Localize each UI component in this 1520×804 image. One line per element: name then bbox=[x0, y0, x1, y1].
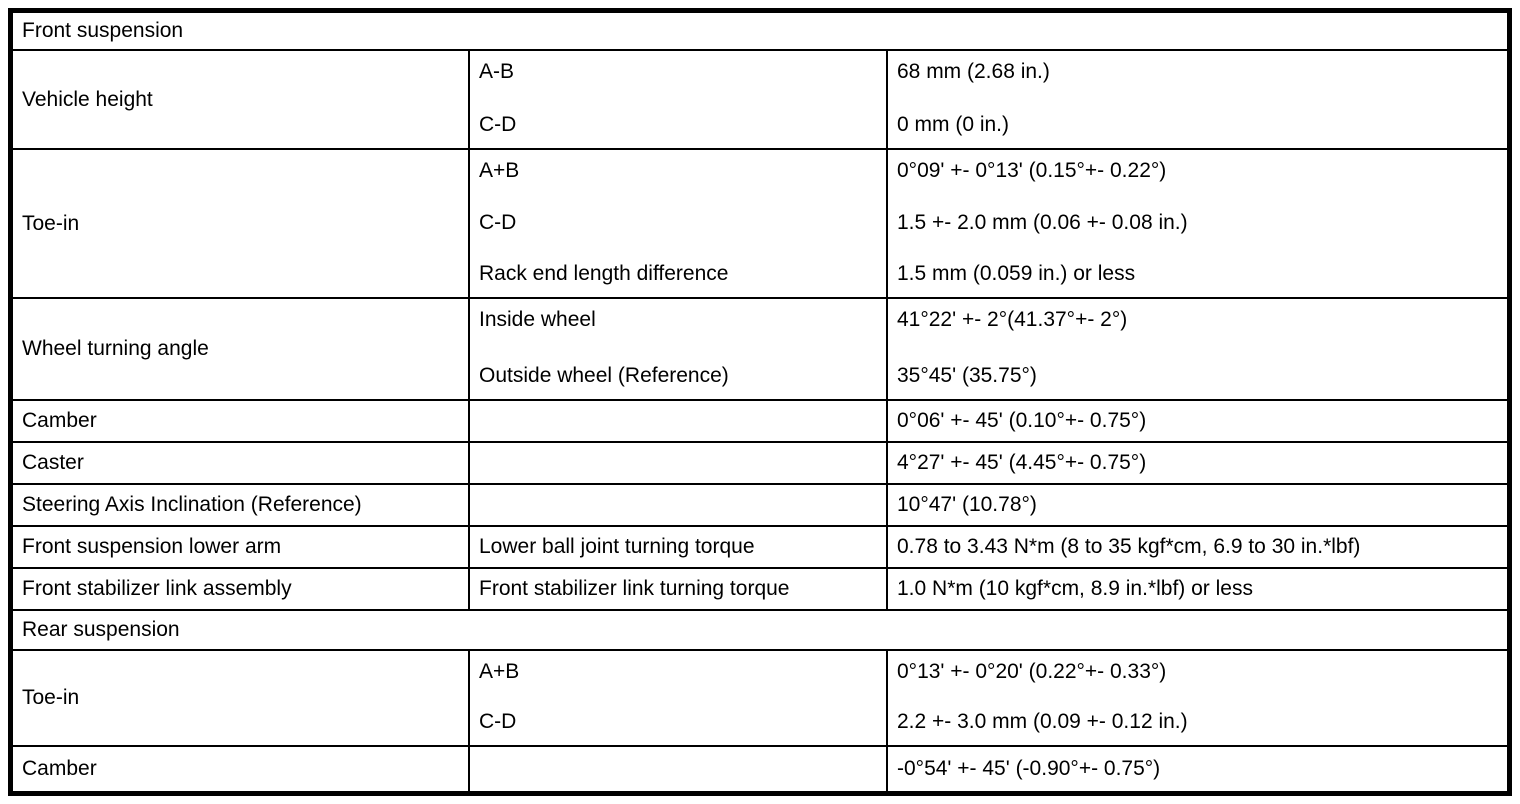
spec-sub-cell-empty bbox=[468, 401, 886, 441]
spec-item-cell: Front stabilizer link assembly bbox=[13, 569, 468, 609]
spec-value: 2.2 +- 3.0 mm (0.09 +- 0.12 in.) bbox=[897, 710, 1188, 733]
spec-item-label: Toe-in bbox=[22, 686, 80, 709]
spec-value-cell: 41°22' +- 2°(41.37°+- 2°) 35°45' (35.75°… bbox=[886, 299, 1507, 399]
section-header-row-rear: Rear suspension bbox=[13, 609, 1507, 649]
section-title-front: Front suspension bbox=[22, 19, 184, 42]
spec-item-label: Toe-in bbox=[22, 211, 80, 235]
section-header-row-front: Front suspension bbox=[13, 13, 1507, 49]
spec-value-cell: 0.78 to 3.43 N*m (8 to 35 kgf*cm, 6.9 to… bbox=[886, 527, 1507, 567]
section-title-rear: Rear suspension bbox=[22, 618, 180, 641]
spec-sub-label: C-D bbox=[479, 113, 517, 136]
spec-item-cell: Toe-in bbox=[13, 651, 468, 745]
spec-value: 35°45' (35.75°) bbox=[897, 364, 1037, 387]
spec-sub-cell: Lower ball joint turning torque bbox=[468, 527, 886, 567]
spec-item-label: Camber bbox=[22, 757, 97, 780]
spec-item-label: Steering Axis Inclination (Reference) bbox=[22, 493, 362, 516]
table-row-toe-in-front: Toe-in A+B C-D Rack end length differenc… bbox=[13, 148, 1507, 297]
spec-sub-cell: A+B C-D Rack end length difference bbox=[468, 150, 886, 297]
spec-sub-cell: Front stabilizer link turning torque bbox=[468, 569, 886, 609]
spec-value: 0°06' +- 45' (0.10°+- 0.75°) bbox=[897, 409, 1147, 432]
spec-sub-label: C-D bbox=[479, 710, 517, 733]
spec-value: -0°54' +- 45' (-0.90°+- 0.75°) bbox=[897, 757, 1161, 780]
spec-value: 0.78 to 3.43 N*m (8 to 35 kgf*cm, 6.9 to… bbox=[897, 535, 1361, 558]
spec-sub-label: Lower ball joint turning torque bbox=[479, 535, 755, 558]
spec-value: 1.5 +- 2.0 mm (0.06 +- 0.08 in.) bbox=[897, 210, 1188, 234]
spec-value: 0°09' +- 0°13' (0.15°+- 0.22°) bbox=[897, 159, 1167, 182]
spec-value-cell: 68 mm (2.68 in.) 0 mm (0 in.) bbox=[886, 51, 1507, 148]
spec-sub-label: A+B bbox=[479, 159, 520, 182]
spec-sub-label: A-B bbox=[479, 60, 515, 83]
spec-item-cell: Camber bbox=[13, 747, 468, 791]
table-row-toe-in-rear: Toe-in A+B C-D 0°13' +- 0°20' (0.22°+- 0… bbox=[13, 649, 1507, 745]
suspension-specifications-table: Front suspension Vehicle height A-B C-D … bbox=[8, 8, 1512, 796]
spec-value: 1.0 N*m (10 kgf*cm, 8.9 in.*lbf) or less bbox=[897, 577, 1253, 600]
table-row-wheel-turning-angle: Wheel turning angle Inside wheel Outside… bbox=[13, 297, 1507, 399]
spec-value: 41°22' +- 2°(41.37°+- 2°) bbox=[897, 308, 1128, 331]
spec-sub-cell-empty bbox=[468, 485, 886, 525]
table-row-stabilizer-link: Front stabilizer link assembly Front sta… bbox=[13, 567, 1507, 609]
spec-item-label: Front stabilizer link assembly bbox=[22, 577, 292, 600]
spec-value-cell: 0°13' +- 0°20' (0.22°+- 0.33°) 2.2 +- 3.… bbox=[886, 651, 1507, 745]
spec-item-cell: Vehicle height bbox=[13, 51, 468, 148]
spec-value: 10°47' (10.78°) bbox=[897, 493, 1037, 516]
spec-item-cell: Camber bbox=[13, 401, 468, 441]
spec-value-cell: 1.0 N*m (10 kgf*cm, 8.9 in.*lbf) or less bbox=[886, 569, 1507, 609]
spec-item-cell: Front suspension lower arm bbox=[13, 527, 468, 567]
spec-sub-label: Rack end length difference bbox=[479, 262, 729, 285]
table-row-vehicle-height: Vehicle height A-B C-D 68 mm (2.68 in.) … bbox=[13, 49, 1507, 148]
spec-value: 4°27' +- 45' (4.45°+- 0.75°) bbox=[897, 451, 1147, 474]
spec-sub-cell: A-B C-D bbox=[468, 51, 886, 148]
spec-value-cell: 0°09' +- 0°13' (0.15°+- 0.22°) 1.5 +- 2.… bbox=[886, 150, 1507, 297]
spec-value-cell: 0°06' +- 45' (0.10°+- 0.75°) bbox=[886, 401, 1507, 441]
spec-item-cell: Wheel turning angle bbox=[13, 299, 468, 399]
spec-item-label: Wheel turning angle bbox=[22, 337, 209, 360]
spec-sub-label: Inside wheel bbox=[479, 308, 596, 331]
spec-value-cell: 4°27' +- 45' (4.45°+- 0.75°) bbox=[886, 443, 1507, 483]
table-row-caster: Caster 4°27' +- 45' (4.45°+- 0.75°) bbox=[13, 441, 1507, 483]
spec-item-label: Front suspension lower arm bbox=[22, 535, 282, 558]
spec-value: 1.5 mm (0.059 in.) or less bbox=[897, 262, 1136, 285]
spec-item-cell: Toe-in bbox=[13, 150, 468, 297]
table-row-camber-front: Camber 0°06' +- 45' (0.10°+- 0.75°) bbox=[13, 399, 1507, 441]
spec-sub-label: Outside wheel (Reference) bbox=[479, 364, 729, 387]
spec-item-label: Camber bbox=[22, 409, 97, 432]
table-row-camber-rear: Camber -0°54' +- 45' (-0.90°+- 0.75°) bbox=[13, 745, 1507, 791]
spec-value-cell: -0°54' +- 45' (-0.90°+- 0.75°) bbox=[886, 747, 1507, 791]
spec-sub-cell-empty bbox=[468, 747, 886, 791]
spec-value: 0°13' +- 0°20' (0.22°+- 0.33°) bbox=[897, 660, 1167, 683]
spec-item-label: Caster bbox=[22, 451, 84, 474]
spec-value: 68 mm (2.68 in.) bbox=[897, 60, 1050, 83]
spec-item-label: Vehicle height bbox=[22, 87, 153, 111]
spec-sub-cell: Inside wheel Outside wheel (Reference) bbox=[468, 299, 886, 399]
table-row-steering-axis-inclination: Steering Axis Inclination (Reference) 10… bbox=[13, 483, 1507, 525]
spec-value-cell: 10°47' (10.78°) bbox=[886, 485, 1507, 525]
spec-sub-label: A+B bbox=[479, 660, 520, 683]
spec-value: 0 mm (0 in.) bbox=[897, 113, 1010, 136]
spec-sub-label: C-D bbox=[479, 210, 517, 234]
spec-sub-cell-empty bbox=[468, 443, 886, 483]
spec-item-cell: Steering Axis Inclination (Reference) bbox=[13, 485, 468, 525]
spec-item-cell: Caster bbox=[13, 443, 468, 483]
spec-sub-label: Front stabilizer link turning torque bbox=[479, 577, 790, 600]
table-row-lower-arm: Front suspension lower arm Lower ball jo… bbox=[13, 525, 1507, 567]
spec-sub-cell: A+B C-D bbox=[468, 651, 886, 745]
